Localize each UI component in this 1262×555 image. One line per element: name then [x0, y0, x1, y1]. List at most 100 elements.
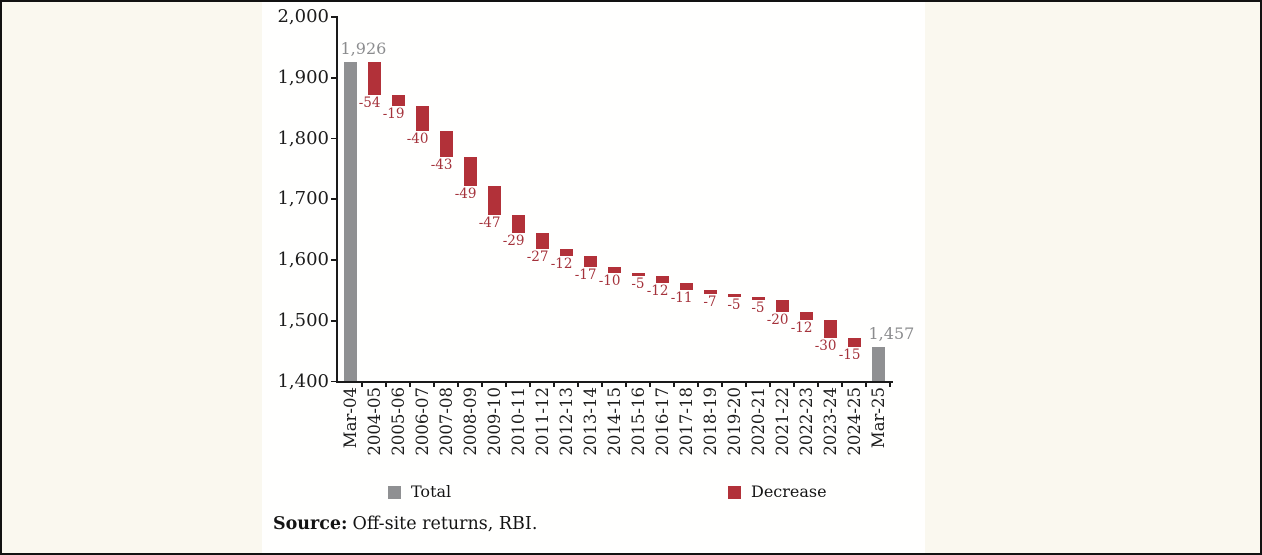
x-axis-label: Mar-04 [340, 387, 360, 449]
source-prefix: Source: [273, 514, 348, 534]
total-value-label: 1,926 [340, 38, 387, 58]
x-axis-label: 2022-23 [796, 387, 816, 456]
y-axis-label: 1,500 [277, 309, 329, 331]
decrease-value-label: -47 [478, 215, 501, 232]
decrease-bar [751, 297, 765, 301]
total-bar [343, 61, 357, 382]
decrease-bar [535, 232, 549, 250]
x-tick [865, 381, 867, 387]
x-tick [721, 381, 723, 387]
decrease-value-label: -54 [358, 94, 381, 111]
x-axis-label: 2020-21 [748, 387, 768, 456]
decrease-value-label: -5 [727, 297, 741, 314]
source-text: Off-site returns, RBI. [352, 514, 538, 534]
total-bar [871, 346, 885, 382]
decrease-bar [727, 294, 741, 298]
decrease-bar [775, 300, 789, 313]
decrease-value-label: -12 [790, 319, 813, 336]
x-tick [697, 381, 699, 387]
decrease-value-label: -15 [838, 346, 861, 363]
x-axis-label: 2023-24 [820, 387, 840, 456]
decrease-value-label: -11 [670, 289, 693, 306]
x-axis-label: 2006-07 [412, 387, 432, 456]
y-axis-label: 2,000 [277, 6, 329, 27]
decrease-value-label: -7 [703, 294, 717, 311]
decrease-value-label: -49 [454, 186, 477, 203]
decrease-bar [511, 215, 525, 233]
x-axis-label: 2007-08 [436, 387, 456, 456]
decrease-bar [487, 186, 501, 216]
decrease-value-label: -12 [646, 283, 669, 300]
x-axis-label: 2018-19 [700, 387, 720, 456]
x-axis-label: 2008-09 [460, 387, 480, 456]
decrease-value-label: -10 [598, 272, 621, 289]
decrease-bar [847, 337, 861, 347]
decrease-bar [583, 256, 597, 267]
y-tick [330, 137, 338, 140]
x-tick [601, 381, 603, 387]
x-tick [769, 381, 771, 387]
decrease-value-label: -40 [406, 130, 429, 147]
y-axis-label: 1,400 [277, 370, 329, 392]
x-tick [505, 381, 507, 387]
legend-item-decrease: Decrease [728, 484, 827, 500]
decrease-value-label: -43 [430, 156, 453, 173]
x-tick [361, 381, 363, 387]
y-axis-label: 1,800 [277, 127, 329, 149]
y-tick [330, 319, 338, 322]
y-axis-label: 1,600 [277, 249, 329, 270]
x-tick [673, 381, 675, 387]
decrease-value-label: -5 [751, 300, 765, 317]
x-axis-label: 2012-13 [556, 387, 576, 456]
decrease-value-label: -5 [631, 275, 645, 292]
x-tick [553, 381, 555, 387]
x-tick [817, 381, 819, 387]
decrease-legend-label: Decrease [751, 482, 827, 501]
decrease-bar [415, 106, 429, 131]
x-tick [745, 381, 747, 387]
y-axis-label: 1,900 [277, 66, 329, 88]
y-tick [330, 198, 338, 201]
x-tick [841, 381, 843, 387]
x-tick [481, 381, 483, 387]
decrease-bar [607, 266, 621, 273]
x-tick [625, 381, 627, 387]
y-tick [330, 16, 338, 18]
x-axis-label: 2005-06 [388, 387, 408, 456]
x-axis-label: 2013-14 [580, 387, 600, 456]
x-axis [336, 380, 893, 383]
x-tick [529, 381, 531, 387]
decrease-bar [799, 312, 813, 320]
total-value-label: 1,457 [868, 323, 915, 343]
legend-item-total: Total [388, 484, 451, 500]
x-tick [385, 381, 387, 387]
decrease-bar [463, 156, 477, 187]
decrease-bar [367, 61, 381, 95]
x-tick [649, 381, 651, 387]
x-axis-label: 2021-22 [772, 387, 792, 456]
decrease-bar [631, 272, 645, 276]
x-axis-label: 2010-11 [508, 387, 528, 456]
decrease-bar [559, 249, 573, 257]
total-legend-swatch [388, 485, 401, 499]
source-note: Source: Off-site returns, RBI. [273, 514, 537, 534]
x-tick [457, 381, 459, 387]
total-legend-label: Total [411, 482, 452, 501]
x-axis-label: 2019-20 [724, 387, 744, 456]
decrease-bar [391, 94, 405, 107]
x-axis-label: 2014-15 [604, 387, 624, 456]
decrease-bar [679, 283, 693, 290]
decrease-value-label: -17 [574, 266, 597, 283]
decrease-value-label: -20 [766, 312, 789, 329]
x-tick [433, 381, 435, 387]
x-axis-label: 2016-17 [652, 387, 672, 456]
y-tick [330, 259, 338, 261]
x-axis-label: Mar-25 [868, 387, 888, 449]
x-axis-label: 2004-05 [364, 387, 384, 456]
x-axis-label: 2024-25 [844, 387, 864, 456]
y-axis-label: 1,700 [277, 188, 329, 210]
x-tick [793, 381, 795, 387]
decrease-bar [703, 289, 717, 295]
decrease-legend-swatch [728, 485, 741, 499]
